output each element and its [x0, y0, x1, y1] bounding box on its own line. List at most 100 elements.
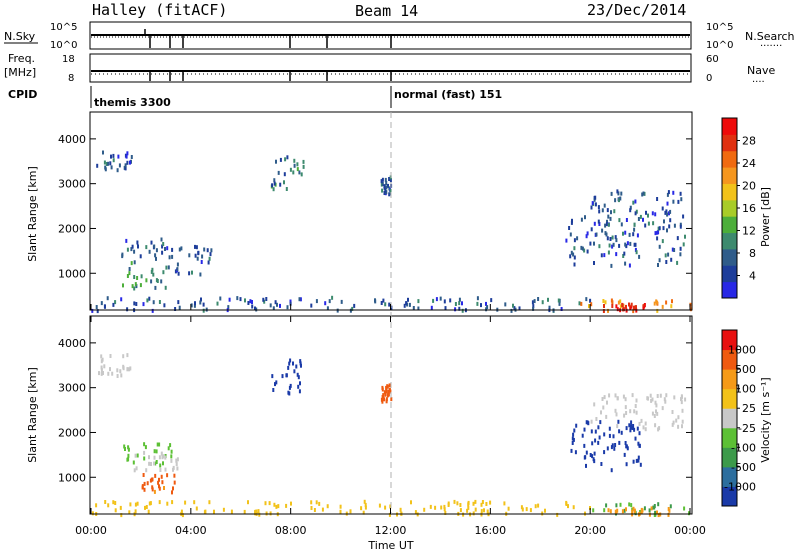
velocity-cell [650, 506, 653, 511]
velocity-cell [310, 500, 313, 505]
power-cell [417, 306, 420, 311]
velocity-cell [153, 455, 156, 460]
velocity-cell [486, 509, 489, 514]
velocity-cell [655, 403, 658, 408]
power-cell [176, 262, 179, 267]
power-cell [110, 154, 112, 159]
velocity-cell [149, 501, 152, 506]
velocity-cell [590, 419, 593, 424]
velocity-cell [193, 500, 196, 505]
power-cell [634, 199, 637, 204]
power-cell [578, 301, 581, 306]
power-ytick-label: 2000 [58, 222, 86, 235]
velocity-cell [162, 454, 165, 459]
power-cell [196, 256, 199, 261]
freq-label: Freq. [8, 52, 35, 65]
velocity-cell [630, 503, 633, 508]
power-cell [272, 306, 275, 311]
power-cell [641, 192, 644, 197]
power-cell [293, 158, 296, 163]
power-cell [664, 253, 667, 258]
power-cell [124, 163, 127, 168]
power-cell [133, 249, 136, 254]
velocity-cell [613, 446, 616, 451]
power-cell [174, 269, 177, 274]
velocity-cell [208, 500, 211, 505]
power-cell [279, 182, 282, 187]
power-cell [201, 254, 204, 259]
power-cell [671, 299, 673, 304]
power-colorbar-tick-label: 28 [742, 135, 756, 148]
power-cell [532, 306, 535, 311]
velocity-cell [669, 504, 672, 509]
power-cell [202, 308, 205, 313]
velocity-cell [378, 503, 381, 508]
power-cell [594, 195, 597, 200]
power-cell [120, 297, 123, 302]
velocity-cell [640, 507, 643, 512]
power-cell [197, 250, 200, 255]
velocity-cell [222, 507, 225, 512]
power-cell [247, 301, 250, 305]
power-cell [589, 298, 592, 303]
velocity-cell [100, 365, 103, 370]
velocity-cell [625, 462, 628, 467]
power-cell [653, 301, 656, 306]
velocity-cell [146, 481, 149, 486]
velocity-cell [169, 443, 172, 448]
velocity-cell [288, 391, 291, 396]
velocity-cell [272, 388, 275, 392]
velocity-cell [525, 507, 528, 512]
velocity-cell [127, 445, 130, 450]
power-cell [635, 305, 637, 310]
velocity-colorbar-tick-label: 1000 [728, 344, 756, 357]
power-cell [622, 254, 625, 258]
power-cell [163, 303, 166, 308]
velocity-cell [474, 507, 477, 512]
power-cell [598, 222, 601, 226]
power-cell [513, 306, 516, 311]
power-colorbar-tick-label: 4 [749, 270, 756, 283]
velocity-cell [158, 477, 160, 482]
power-cell [480, 303, 482, 308]
velocity-cell [148, 501, 151, 506]
power-cell [569, 232, 572, 237]
velocity-cell [610, 468, 613, 473]
power-cell [216, 301, 219, 306]
nsky-drops [144, 29, 392, 48]
velocity-cell [571, 441, 574, 445]
power-cell [160, 279, 163, 284]
velocity-cell [384, 505, 387, 510]
velocity-colorbar-tick-label: -25 [738, 422, 756, 435]
power-cell [254, 306, 256, 311]
power-cell [634, 211, 637, 216]
power-cell [626, 241, 629, 246]
power-cell [302, 164, 305, 169]
power-cell [130, 155, 133, 159]
power-cell [645, 210, 647, 215]
power-cell [385, 181, 388, 185]
power-cell [150, 240, 153, 245]
power-cell [537, 297, 540, 301]
velocity-cell [648, 512, 651, 517]
power-cell [604, 231, 607, 236]
velocity-cell [684, 397, 687, 402]
power-cell [200, 297, 202, 302]
power-cell [405, 301, 408, 306]
velocity-cell [126, 353, 129, 358]
velocity-cell [572, 437, 575, 442]
power-cell [156, 279, 159, 283]
velocity-cell [651, 411, 654, 416]
velocity-cell [466, 508, 469, 513]
velocity-cell [583, 427, 586, 432]
power-colorbar-tick-label: 16 [742, 202, 756, 215]
power-cell [384, 177, 387, 182]
velocity-cell [467, 505, 470, 510]
power-cell [636, 233, 639, 238]
velocity-cell [255, 509, 258, 514]
power-cell [593, 221, 596, 226]
power-cell [199, 300, 202, 305]
power-cell [239, 297, 242, 302]
velocity-cell [385, 385, 388, 390]
velocity-cell [681, 408, 684, 413]
